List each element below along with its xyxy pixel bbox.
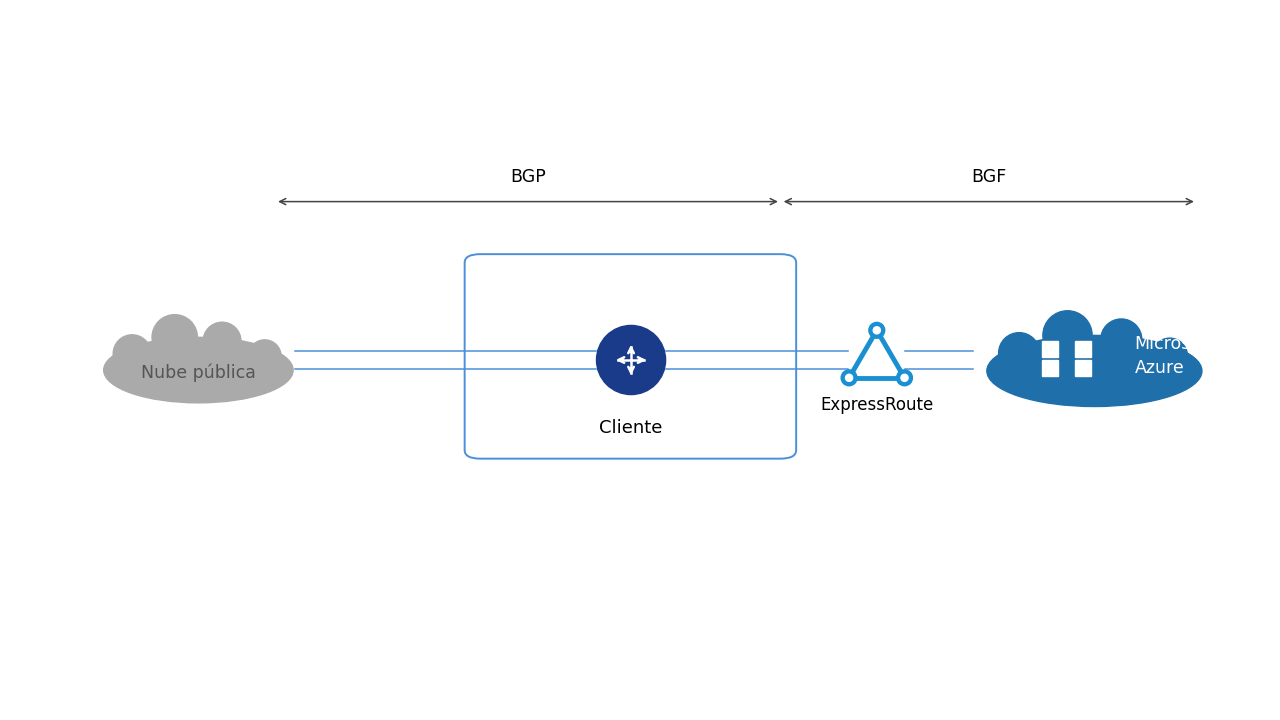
- Ellipse shape: [873, 327, 881, 334]
- Ellipse shape: [113, 335, 151, 373]
- Ellipse shape: [841, 370, 858, 386]
- Ellipse shape: [869, 323, 884, 338]
- Ellipse shape: [248, 340, 282, 373]
- Ellipse shape: [1152, 338, 1188, 374]
- Bar: [1075, 360, 1091, 376]
- Text: Nube pública: Nube pública: [141, 364, 256, 382]
- Text: Cliente: Cliente: [599, 419, 662, 437]
- Ellipse shape: [152, 315, 197, 360]
- Text: BGF: BGF: [972, 168, 1006, 186]
- Ellipse shape: [596, 325, 666, 395]
- Ellipse shape: [846, 374, 852, 382]
- Ellipse shape: [901, 374, 908, 382]
- Ellipse shape: [204, 323, 241, 360]
- FancyBboxPatch shape: [465, 254, 796, 459]
- Ellipse shape: [998, 333, 1039, 374]
- Ellipse shape: [896, 370, 913, 386]
- Ellipse shape: [1043, 311, 1092, 360]
- Bar: [1042, 360, 1059, 376]
- Bar: [1042, 341, 1059, 357]
- Text: BGP: BGP: [511, 168, 545, 186]
- Ellipse shape: [987, 336, 1202, 407]
- Text: Microsoft
Azure: Microsoft Azure: [1135, 335, 1215, 377]
- Ellipse shape: [1101, 319, 1142, 360]
- Text: ExpressRoute: ExpressRoute: [820, 396, 933, 413]
- Ellipse shape: [104, 337, 293, 402]
- Bar: [1075, 341, 1091, 357]
